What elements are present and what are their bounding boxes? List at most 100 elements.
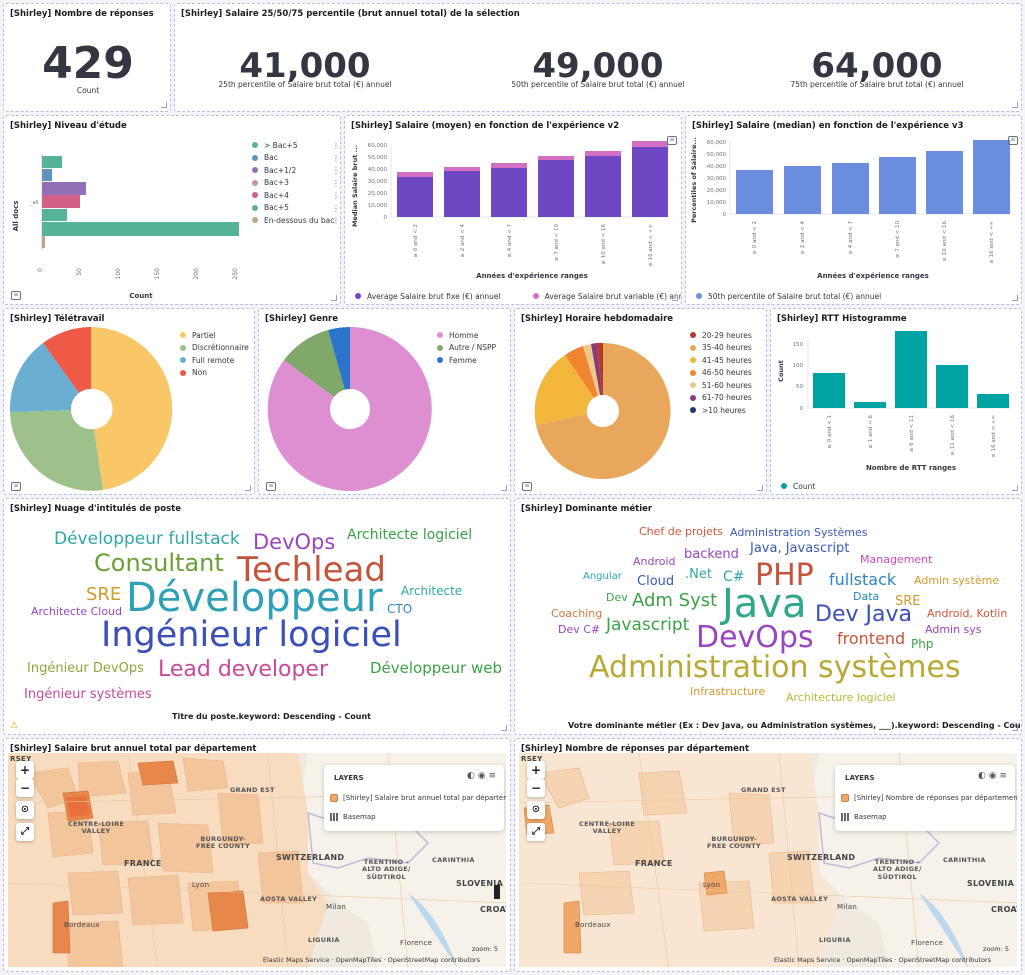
legend-item[interactable]: Autre / NSPP — [437, 342, 496, 355]
locate-button[interactable]: ⊙ — [16, 801, 34, 819]
fullscreen-button[interactable]: ⤢ — [16, 823, 34, 841]
bar-2 — [895, 331, 927, 408]
map-canvas[interactable]: FRANCE SWITZERLAND SLOVENIA CROATIA BURG… — [519, 753, 1017, 967]
resize-handle[interactable] — [245, 485, 251, 491]
map-label-switzerland: SWITZERLAND — [787, 853, 856, 862]
legend-item[interactable]: Homme — [437, 329, 496, 342]
bar-fixe-1 — [444, 171, 480, 217]
basemap-item[interactable]: Basemap — [841, 813, 887, 821]
layer-item[interactable]: [Shirley] Nombre de réponses par départe… — [841, 794, 1017, 802]
legend-item[interactable]: Average Salaire brut fixe (€) annuel — [355, 290, 501, 303]
bar-4 — [977, 394, 1009, 408]
legend-item[interactable]: 20-29 heures — [690, 329, 752, 342]
legend-item[interactable]: Average Salaire brut variable (€) annuel — [532, 290, 681, 303]
legend-item[interactable]: Full remote — [180, 354, 249, 367]
panel-nuage-postes: [Shirley] Nuage d'intitulés de poste Dév… — [3, 498, 511, 735]
legend-item[interactable]: Discrétionnaire — [180, 342, 249, 355]
layers-visibility-icon[interactable]: ◐ ◉ ≡ — [467, 771, 496, 781]
legend-toggle-icon[interactable]: ≡ — [11, 291, 21, 300]
legend-item[interactable]: Bac — [252, 152, 337, 165]
map-label-croatia: CROATIA — [480, 905, 506, 914]
bar-bac3 — [42, 195, 80, 208]
map-label-slovenia: SLOVENIA — [967, 879, 1015, 888]
zoom-out-button[interactable]: − — [16, 779, 34, 797]
legend-item[interactable]: 35-40 heures — [690, 342, 752, 355]
slice-full-remote — [9, 343, 79, 412]
legend-item[interactable]: Bac+3 — [252, 177, 337, 190]
bar-1 — [854, 402, 886, 408]
svg-text:≥ 1 and < 6: ≥ 1 and < 6 — [868, 415, 874, 449]
legend-item[interactable]: > Bac+5 — [252, 139, 337, 152]
resize-handle[interactable] — [1012, 725, 1018, 731]
legend-item[interactable]: 41-45 heures — [690, 354, 752, 367]
svg-text:10,000: 10,000 — [368, 203, 388, 209]
zoom-out-button[interactable]: − — [527, 779, 545, 797]
word: C# — [723, 569, 745, 585]
resize-handle[interactable] — [1012, 295, 1018, 301]
legend-toggle-icon[interactable]: ≡ — [11, 482, 21, 491]
word: Architecte logiciel — [347, 527, 473, 543]
legend-item[interactable]: Femme — [437, 354, 496, 367]
legend-toggle-icon[interactable]: ≡ — [522, 482, 532, 491]
bar-5 — [973, 140, 1010, 214]
legend-item[interactable]: Bac+5 — [252, 202, 337, 215]
fullscreen-button[interactable]: ⤢ — [527, 823, 545, 841]
legend-item[interactable]: 46-50 heures — [690, 367, 752, 380]
panel-title: [Shirley] Genre — [265, 314, 338, 324]
niveau-legend: > Bac+5 Bac Bac+1/2 Bac+3 Bac+4 Bac+5 En… — [252, 139, 337, 227]
word: CTO — [387, 602, 413, 616]
resize-handle[interactable] — [1012, 102, 1018, 108]
legend-item[interactable]: 50th percentile of Salaire brut total (€… — [696, 290, 881, 303]
svg-text:20,000: 20,000 — [368, 191, 388, 197]
bar-3 — [879, 157, 916, 214]
locate-button[interactable]: ⊙ — [527, 801, 545, 819]
slice-non — [43, 327, 91, 393]
legend-item[interactable]: 61-70 heures — [690, 392, 752, 405]
bar-fixe-0 — [397, 177, 433, 217]
resize-handle[interactable] — [757, 485, 763, 491]
resize-handle[interactable] — [501, 485, 507, 491]
word: Dev — [606, 591, 628, 604]
resize-handle[interactable] — [1012, 485, 1018, 491]
word: Php — [911, 637, 934, 651]
zoom-in-button[interactable]: + — [527, 761, 545, 779]
layer-item[interactable]: [Shirley] Salaire brut annuel total par … — [330, 794, 506, 802]
bar-bac4 — [42, 209, 67, 221]
resize-handle[interactable] — [331, 295, 337, 301]
map-label-lyon: Lyon — [192, 881, 210, 889]
x-ticks: ≥ 0 and < 2 ≥ 2 and < 4 ≥ 4 and < 7 ≥ 7 … — [413, 224, 654, 267]
legend-toggle-icon[interactable]: ≡ — [1008, 136, 1018, 145]
warning-icon[interactable]: ⚠ — [10, 721, 19, 731]
layers-visibility-icon[interactable]: ◐ ◉ ≡ — [978, 771, 1007, 781]
panel-niveau-etude: [Shirley] Niveau d'étude All docs _all 0… — [3, 115, 341, 305]
panel-title: [Shirley] Nombre de réponses — [10, 9, 154, 19]
map-attribution[interactable]: Elastic Maps Service · OpenMapTiles · Op… — [262, 956, 480, 964]
legend-item[interactable]: >10 heures — [690, 404, 752, 417]
map-attribution[interactable]: Elastic Maps Service · OpenMapTiles · Op… — [773, 956, 991, 964]
resize-handle[interactable] — [672, 295, 678, 301]
legend-toggle-icon[interactable]: ≡ — [266, 482, 276, 491]
legend-item[interactable]: Partiel — [180, 329, 249, 342]
map-canvas[interactable]: FRANCE SWITZERLAND SLOVENIA CROATIA BURG… — [8, 753, 506, 967]
basemap-item[interactable]: Basemap — [330, 813, 376, 821]
horaire-legend: 20-29 heures 35-40 heures 41-45 heures 4… — [690, 329, 752, 417]
resize-handle[interactable] — [161, 102, 167, 108]
y-ticks: 0 10,000 20,000 30,000 40,000 50,000 60,… — [368, 143, 388, 221]
bars — [736, 140, 1010, 214]
legend-item[interactable]: En-dessous du bac — [252, 214, 337, 227]
p50-label: 50th percentile of Salaire brut total (€… — [511, 80, 685, 89]
slice-51-60 — [583, 344, 600, 396]
resize-handle[interactable] — [501, 725, 507, 731]
legend-item[interactable]: Bac+1/2 — [252, 164, 337, 177]
legend-item[interactable]: 51-60 heures — [690, 379, 752, 392]
legend-item[interactable]: Bac+4 — [252, 189, 337, 202]
legend-item[interactable]: Count — [781, 480, 815, 493]
legend-toggle-icon[interactable]: ≡ — [667, 136, 677, 145]
bar-var-4 — [585, 151, 621, 156]
word: Architecte — [401, 584, 463, 598]
legend-item[interactable]: Non — [180, 367, 249, 380]
zoom-in-button[interactable]: + — [16, 761, 34, 779]
slice-46-50 — [565, 346, 598, 398]
legend-menu-icons[interactable]: ⋮ ⋮ ⋮ ⋮ ⋮ ⋮ ⋮ — [332, 141, 340, 225]
map-label-croatia: CROATIA — [991, 905, 1017, 914]
